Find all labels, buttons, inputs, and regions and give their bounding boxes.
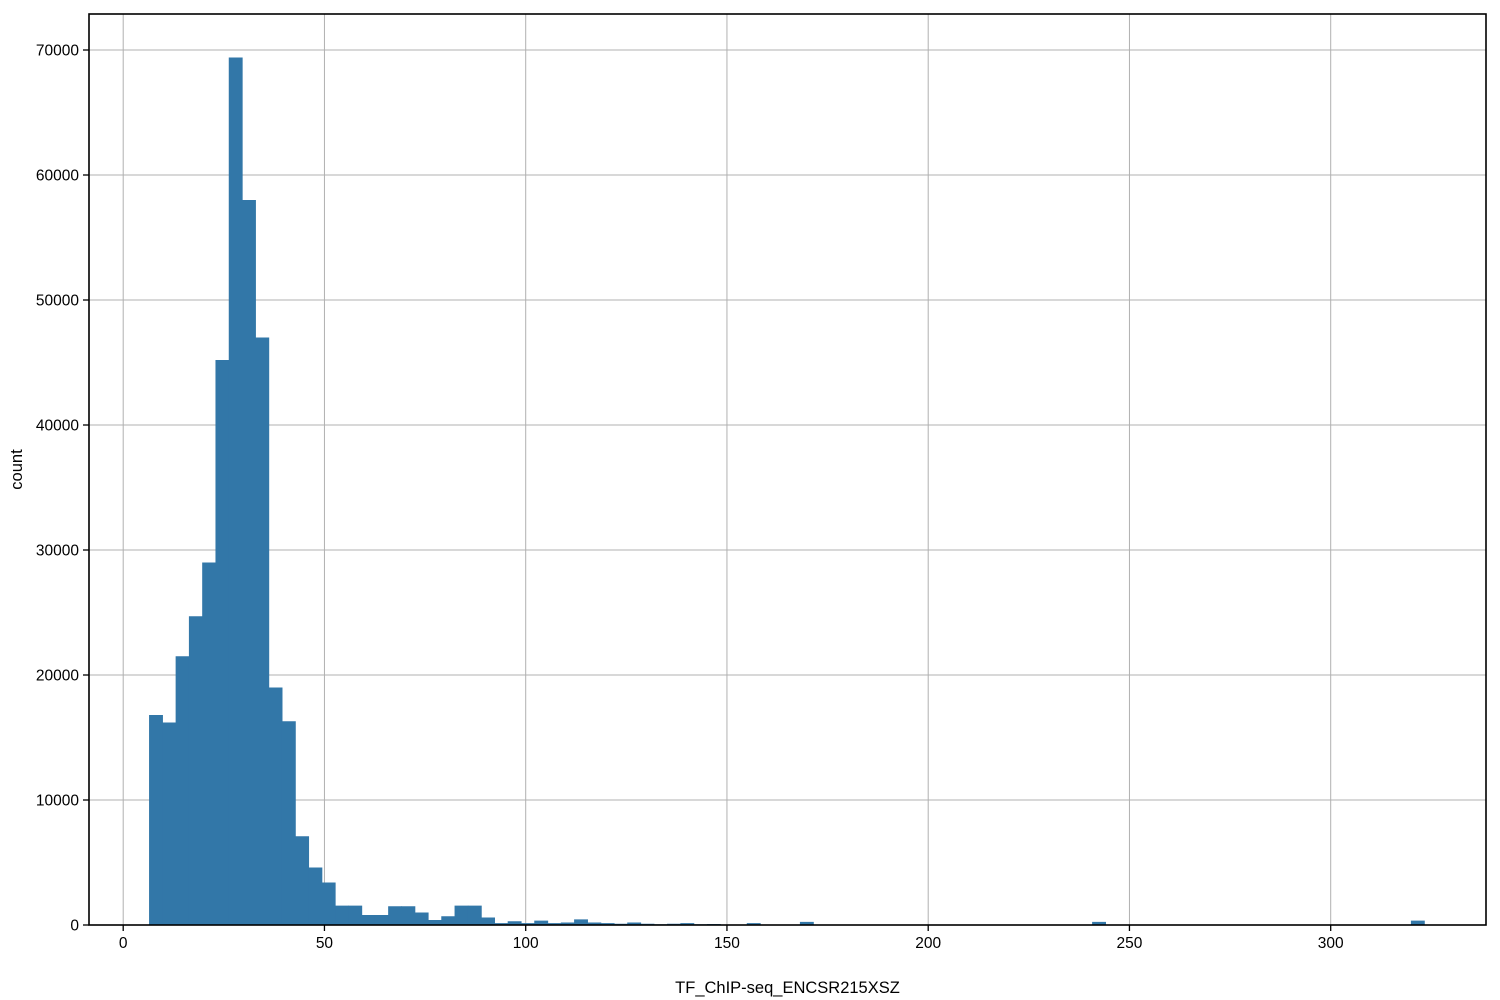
svg-text:200: 200 (915, 935, 941, 952)
svg-text:0: 0 (70, 918, 79, 935)
svg-text:100: 100 (513, 935, 539, 952)
svg-text:count: count (8, 449, 26, 490)
svg-text:50: 50 (316, 935, 334, 952)
svg-text:70000: 70000 (36, 43, 79, 60)
svg-text:0: 0 (119, 935, 128, 952)
svg-text:50000: 50000 (36, 293, 79, 310)
svg-text:TF_ChIP-seq_ENCSR215XSZ: TF_ChIP-seq_ENCSR215XSZ (675, 979, 900, 997)
svg-text:250: 250 (1117, 935, 1143, 952)
svg-text:40000: 40000 (36, 418, 79, 435)
svg-text:20000: 20000 (36, 668, 79, 685)
svg-text:10000: 10000 (36, 793, 79, 810)
svg-text:150: 150 (714, 935, 740, 952)
svg-text:60000: 60000 (36, 168, 79, 185)
svg-text:300: 300 (1318, 935, 1344, 952)
svg-text:30000: 30000 (36, 543, 79, 560)
